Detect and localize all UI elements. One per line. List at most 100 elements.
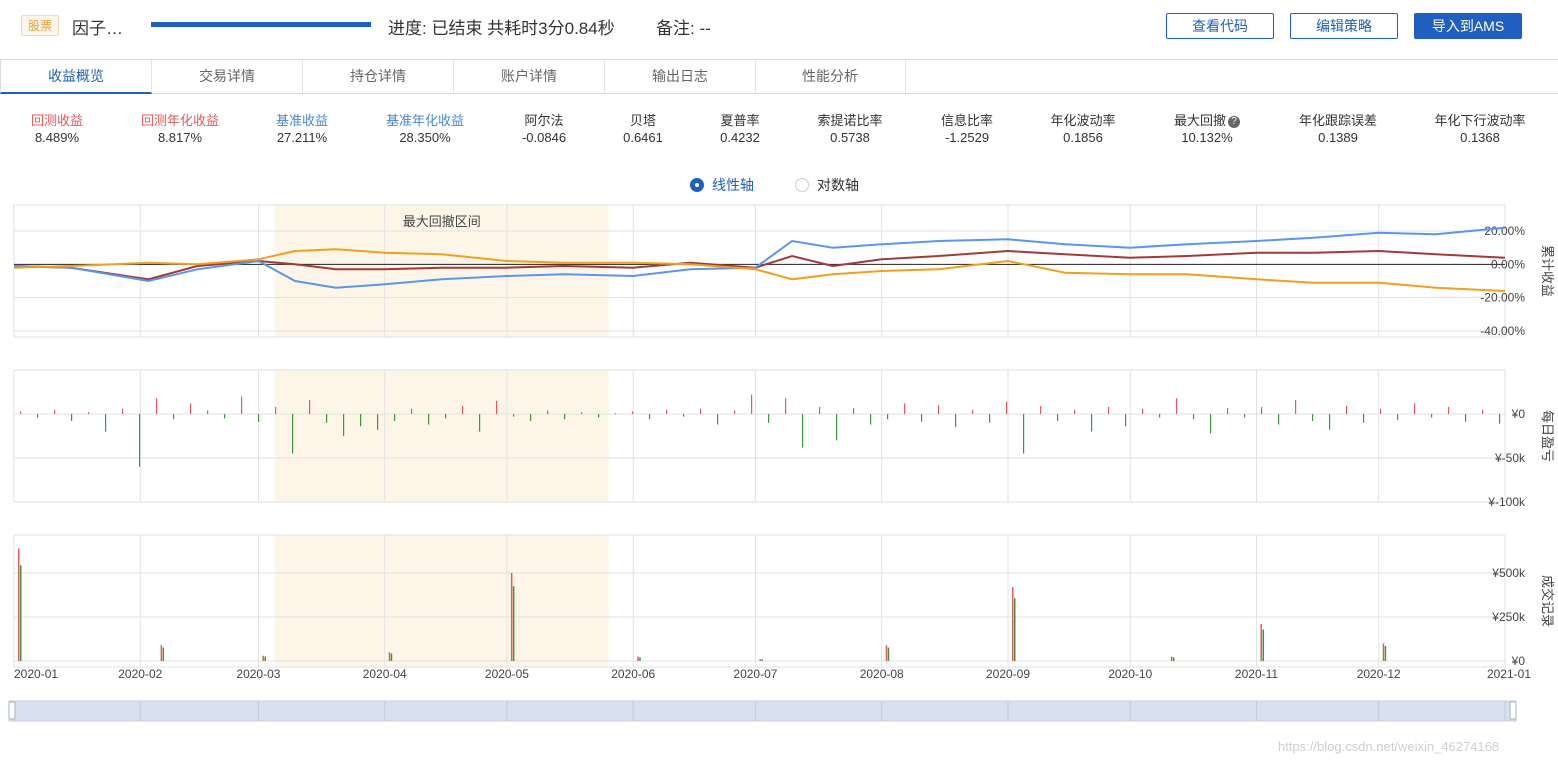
pnl-bar [20, 411, 22, 414]
metric-label: 阿尔法 [524, 113, 564, 128]
pnl-bar [190, 403, 192, 414]
view-code-button[interactable]: 查看代码 [1166, 13, 1274, 39]
y-axis-title: 累计收益 [1540, 245, 1555, 297]
pnl-bar [343, 414, 345, 436]
pnl-bar [683, 414, 685, 417]
pnl-bar [479, 414, 481, 432]
pnl-bar [1363, 414, 1365, 423]
pnl-bar [258, 414, 260, 422]
trade-bar [1172, 657, 1175, 661]
x-tick-label: 2020-04 [363, 667, 407, 681]
tab-performance[interactable]: 性能分析 [755, 60, 906, 93]
pnl-bar [1465, 414, 1467, 422]
metric-value: 8.489% [34, 130, 80, 145]
pnl-bar [955, 414, 957, 428]
x-tick-label: 2020-07 [733, 667, 777, 681]
log-axis-radio[interactable]: 对数轴 [795, 175, 859, 195]
panel-frame [13, 534, 1506, 668]
trade-bar [388, 652, 391, 661]
metric-value: 0.5738 [830, 130, 870, 145]
x-tick-label: 2020-10 [1108, 667, 1152, 681]
range-slider[interactable] [8, 700, 1517, 722]
pnl-bar [1176, 398, 1178, 414]
tab-output-log[interactable]: 输出日志 [605, 60, 756, 93]
pnl-bar [309, 399, 311, 414]
trade-bar [264, 656, 266, 661]
metric-label: 最大回撤 [1173, 113, 1226, 128]
metric-value: 10.132% [1181, 130, 1233, 145]
pnl-bar [1499, 414, 1501, 424]
pnl-bar [972, 409, 974, 414]
pnl-bar [411, 408, 413, 414]
pnl-bar [1023, 414, 1025, 454]
metric-label: 年化下行波动率 [1434, 113, 1526, 128]
pnl-bar [1210, 414, 1212, 434]
pnl-bar [360, 414, 362, 427]
metric-label: 索提诺比率 [817, 113, 883, 128]
pnl-bar [445, 414, 447, 419]
metric-max-drawdown: 最大回撤? 10.132% [1147, 112, 1267, 147]
pnl-bar [1074, 409, 1076, 414]
pnl-bar [1482, 409, 1484, 414]
trade-bar [887, 647, 890, 661]
strategy-name[interactable]: 因子… [72, 19, 123, 38]
progress-text: 进度: 已结束 共耗时3分0.84秒 [388, 19, 615, 38]
tab-overview[interactable]: 收益概览 [0, 60, 152, 94]
note-text: 备注: -- [656, 19, 711, 38]
metric-benchmark-return: 基准收益 27.211% [242, 112, 362, 147]
series-line-2 [13, 248, 1506, 292]
pnl-bar [666, 409, 668, 414]
pnl-bar [173, 414, 175, 420]
y-tick-label: -40.00% [1480, 324, 1525, 338]
trade-bar [1260, 624, 1262, 661]
pnl-bar [1346, 406, 1348, 414]
x-tick-label: 2020-02 [118, 667, 162, 681]
pnl-bar [836, 414, 838, 441]
pnl-bar [1312, 414, 1314, 422]
tab-trade-details[interactable]: 交易详情 [152, 60, 303, 93]
pnl-bar [326, 414, 328, 423]
pnl-bar [547, 410, 549, 414]
pnl-bar [428, 414, 430, 425]
pnl-bar [1040, 406, 1042, 414]
metric-label: 信息比率 [940, 113, 993, 128]
metric-backtest-return: 回测收益 8.489% [0, 112, 117, 147]
metric-value: 0.1368 [1460, 130, 1500, 145]
pnl-bar [1227, 407, 1229, 414]
slider-right-handle[interactable] [1509, 701, 1517, 720]
pnl-bar [989, 414, 991, 423]
metric-label: 年化跟踪误差 [1298, 113, 1377, 128]
help-icon[interactable]: ? [1228, 116, 1240, 128]
y-axis-title: 每日盈亏 [1540, 410, 1555, 462]
pnl-bar [1142, 408, 1144, 414]
pnl-bar [139, 414, 141, 467]
progress-bar [151, 22, 371, 27]
pnl-bar [1125, 414, 1127, 427]
x-tick-label: 2020-03 [236, 667, 280, 681]
pnl-bar [717, 414, 719, 425]
trade-bar [759, 659, 761, 661]
pnl-bar [1261, 406, 1263, 414]
y-tick-label: ¥-100k [1487, 495, 1526, 509]
pnl-bar [241, 396, 243, 414]
trade-bar [637, 656, 639, 661]
tab-position-details[interactable]: 持仓详情 [303, 60, 454, 93]
stock-tag: 股票 [21, 15, 60, 36]
tab-account-details[interactable]: 账户详情 [454, 60, 605, 93]
metric-label: 回测年化收益 [140, 113, 219, 128]
edit-strategy-button[interactable]: 编辑策略 [1290, 13, 1398, 39]
import-ams-button[interactable]: 导入到AMS [1414, 13, 1522, 39]
metric-value: 0.1856 [1063, 130, 1103, 145]
trade-bar [160, 645, 163, 661]
trade-bar [1384, 646, 1387, 661]
metric-alpha: 阿尔法 -0.0846 [484, 112, 604, 147]
pnl-bar [649, 414, 651, 420]
pnl-bar [887, 414, 889, 420]
slider-left-handle[interactable] [8, 701, 16, 720]
trade-bar [885, 645, 888, 661]
pnl-bar [870, 414, 872, 425]
x-tick-label: 2020-08 [860, 667, 904, 681]
linear-axis-radio[interactable]: 线性轴 [690, 175, 754, 195]
pnl-bar [1295, 399, 1297, 414]
